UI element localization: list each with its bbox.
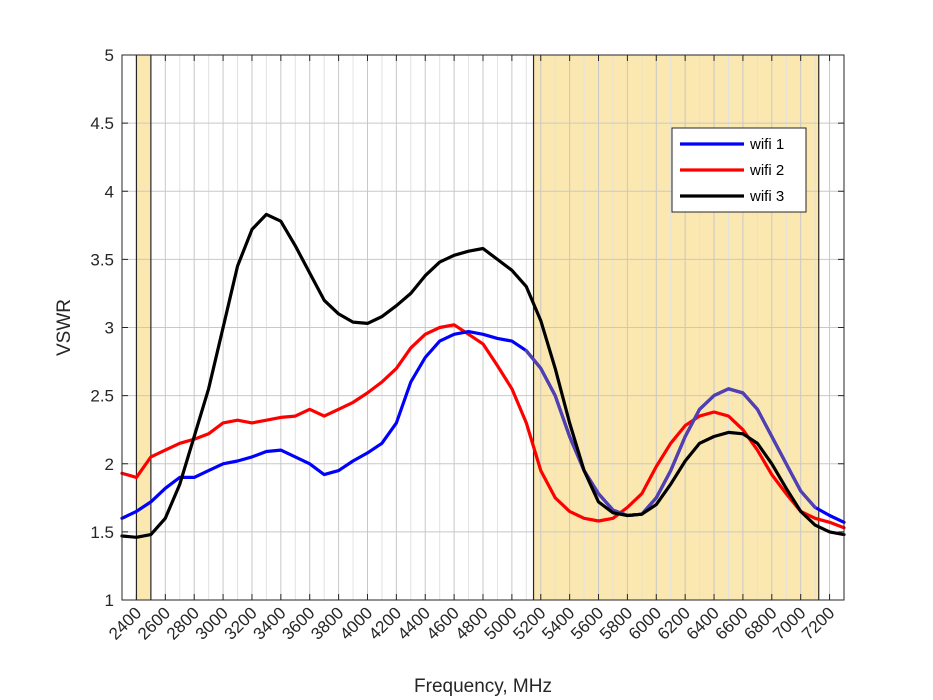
y-tick-label: 2 (105, 455, 114, 474)
y-tick-label: 2.5 (90, 387, 114, 406)
series-line-wifi-1-in-band (524, 349, 817, 518)
y-tick-label: 4 (105, 182, 114, 201)
legend-label-wifi-2: wifi 2 (749, 162, 784, 179)
x-axis-label: Frequency, MHz (414, 676, 552, 697)
series-line-wifi-2 (120, 323, 846, 530)
y-tick-label: 5 (105, 46, 114, 65)
legend-label-wifi-1: wifi 1 (749, 136, 784, 153)
y-tick-label: 3 (105, 319, 114, 338)
y-tick-label: 1 (105, 591, 114, 610)
y-axis-ticks: 1 1.5 2 2.5 3 3.5 4 4.5 5 (90, 46, 844, 610)
series-line-wifi-3 (120, 212, 846, 539)
y-axis-label: VSWR (54, 299, 75, 356)
y-tick-label: 3.5 (90, 250, 114, 269)
y-tick-label: 4.5 (90, 114, 114, 133)
legend-label-wifi-3: wifi 3 (749, 188, 784, 205)
legend: wifi 1 wifi 2 wifi 3 (671, 127, 807, 213)
y-tick-label: 1.5 (90, 523, 114, 542)
series-lines (120, 212, 846, 539)
